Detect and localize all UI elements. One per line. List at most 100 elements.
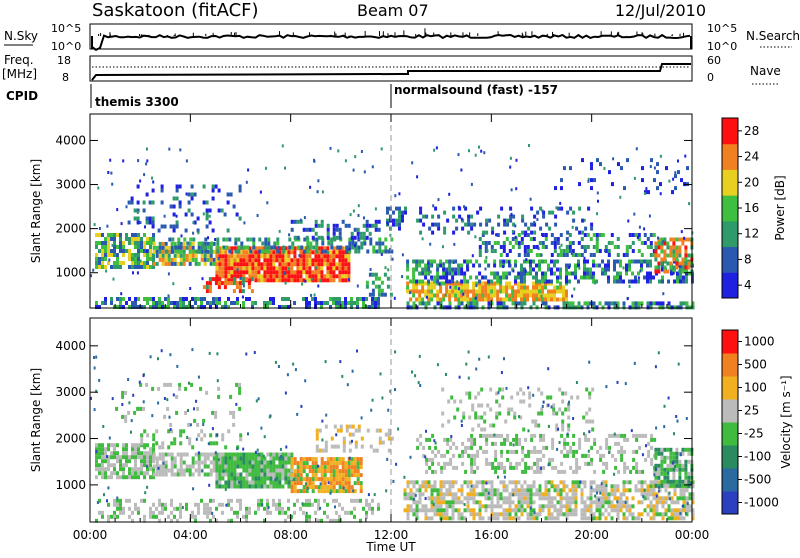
heatmap-cell <box>593 178 596 182</box>
heatmap-cell <box>125 237 128 241</box>
heatmap-cell <box>176 189 179 193</box>
heatmap-speck <box>424 455 426 458</box>
heatmap-cell <box>497 241 500 245</box>
heatmap-speck <box>458 287 460 290</box>
heatmap-cell <box>424 268 427 272</box>
heatmap-cell <box>591 388 594 392</box>
heatmap-cell <box>260 266 263 270</box>
heatmap-cell <box>490 290 493 294</box>
heatmap-cell <box>218 262 221 266</box>
heatmap-cell <box>659 512 662 516</box>
heatmap-cell <box>445 276 448 280</box>
heatmap-cell <box>428 446 431 450</box>
heatmap-cell <box>263 266 266 270</box>
heatmap-cell <box>146 459 149 463</box>
heatmap-cell <box>116 265 119 269</box>
heatmap-cell <box>526 286 529 290</box>
heatmap-cell <box>201 242 204 246</box>
heatmap-cell <box>143 445 146 449</box>
heatmap-cell <box>353 499 356 503</box>
heatmap-cell <box>526 294 529 298</box>
heatmap-cell <box>125 447 128 451</box>
heatmap-cell <box>413 480 416 484</box>
heatmap-cell <box>567 408 570 412</box>
heatmap-cell <box>143 253 146 257</box>
heatmap-cell <box>513 416 516 420</box>
heatmap-speck <box>105 270 107 273</box>
heatmap-cell <box>122 261 125 265</box>
heatmap-cell <box>284 473 287 477</box>
heatmap-cell <box>149 217 152 221</box>
heatmap-cell <box>137 217 140 221</box>
heatmap-cell <box>680 492 683 496</box>
heatmap-cell <box>169 383 172 387</box>
heatmap-cell <box>336 465 339 469</box>
heatmap-cell <box>330 469 333 473</box>
heatmap-cell <box>371 297 374 301</box>
heatmap-cell <box>446 219 449 223</box>
heatmap-cell <box>207 254 210 258</box>
heatmap-cell <box>187 423 190 427</box>
heatmap-cell <box>547 290 550 294</box>
heatmap-cell <box>522 428 525 432</box>
heatmap-cell <box>446 516 449 520</box>
heatmap-speck <box>258 397 260 400</box>
heatmap-cell <box>497 434 500 438</box>
heatmap-cell <box>596 450 599 454</box>
heatmap-cell <box>581 231 584 235</box>
heatmap-cell <box>428 484 431 488</box>
heatmap-cell <box>659 305 662 309</box>
heatmap-cell <box>333 465 336 469</box>
heatmap-cell <box>494 454 497 458</box>
heatmap-cell <box>452 484 455 488</box>
heatmap-cell <box>351 236 354 240</box>
heatmap-cell <box>458 496 461 500</box>
heatmap-cell <box>321 457 324 461</box>
heatmap-cell <box>204 465 207 469</box>
heatmap-cell <box>266 477 269 481</box>
heatmap-cell <box>506 237 509 241</box>
heatmap-speck <box>474 235 476 238</box>
heatmap-cell <box>357 228 360 232</box>
heatmap-cell <box>297 481 300 485</box>
heatmap-cell <box>344 270 347 274</box>
heatmap-cell <box>518 500 521 504</box>
heatmap-cell <box>254 262 257 266</box>
heatmap-cell <box>617 450 620 454</box>
heatmap-cell <box>421 268 424 272</box>
heatmap-cell <box>578 231 581 235</box>
heatmap-cell <box>351 465 354 469</box>
heatmap-cell <box>530 249 533 253</box>
heatmap-cell <box>448 290 451 294</box>
heatmap-cell <box>323 254 326 258</box>
heatmap-cell <box>566 237 569 241</box>
heatmap-cell <box>395 219 398 223</box>
heatmap-cell <box>425 488 428 492</box>
heatmap-speck <box>510 157 512 160</box>
heatmap-cell <box>669 452 672 456</box>
heatmap-cell <box>377 297 380 301</box>
heatmap-speck <box>571 295 573 298</box>
heatmap-cell <box>242 457 245 461</box>
heatmap-cell <box>134 503 137 507</box>
heatmap-cell <box>230 461 233 465</box>
heatmap-cell <box>345 473 348 477</box>
heatmap-speck <box>357 236 359 239</box>
heatmap-cell <box>162 250 165 254</box>
heatmap-cell <box>508 286 511 290</box>
heatmap-cell <box>216 246 219 250</box>
heatmap-cell <box>439 276 442 280</box>
heatmap-cell <box>224 301 227 305</box>
heatmap-cell <box>233 205 236 209</box>
heatmap-cell <box>545 492 548 496</box>
heatmap-cell <box>174 258 177 262</box>
heatmap-cell <box>98 261 101 265</box>
heatmap-cell <box>678 484 681 488</box>
heatmap-cell <box>282 250 285 254</box>
heatmap-cell <box>677 305 680 309</box>
heatmap-cell <box>344 254 347 258</box>
heatmap-cell <box>560 249 563 253</box>
heatmap-cell <box>305 254 308 258</box>
heatmap-speck <box>361 236 363 239</box>
heatmap-cell <box>526 298 529 302</box>
